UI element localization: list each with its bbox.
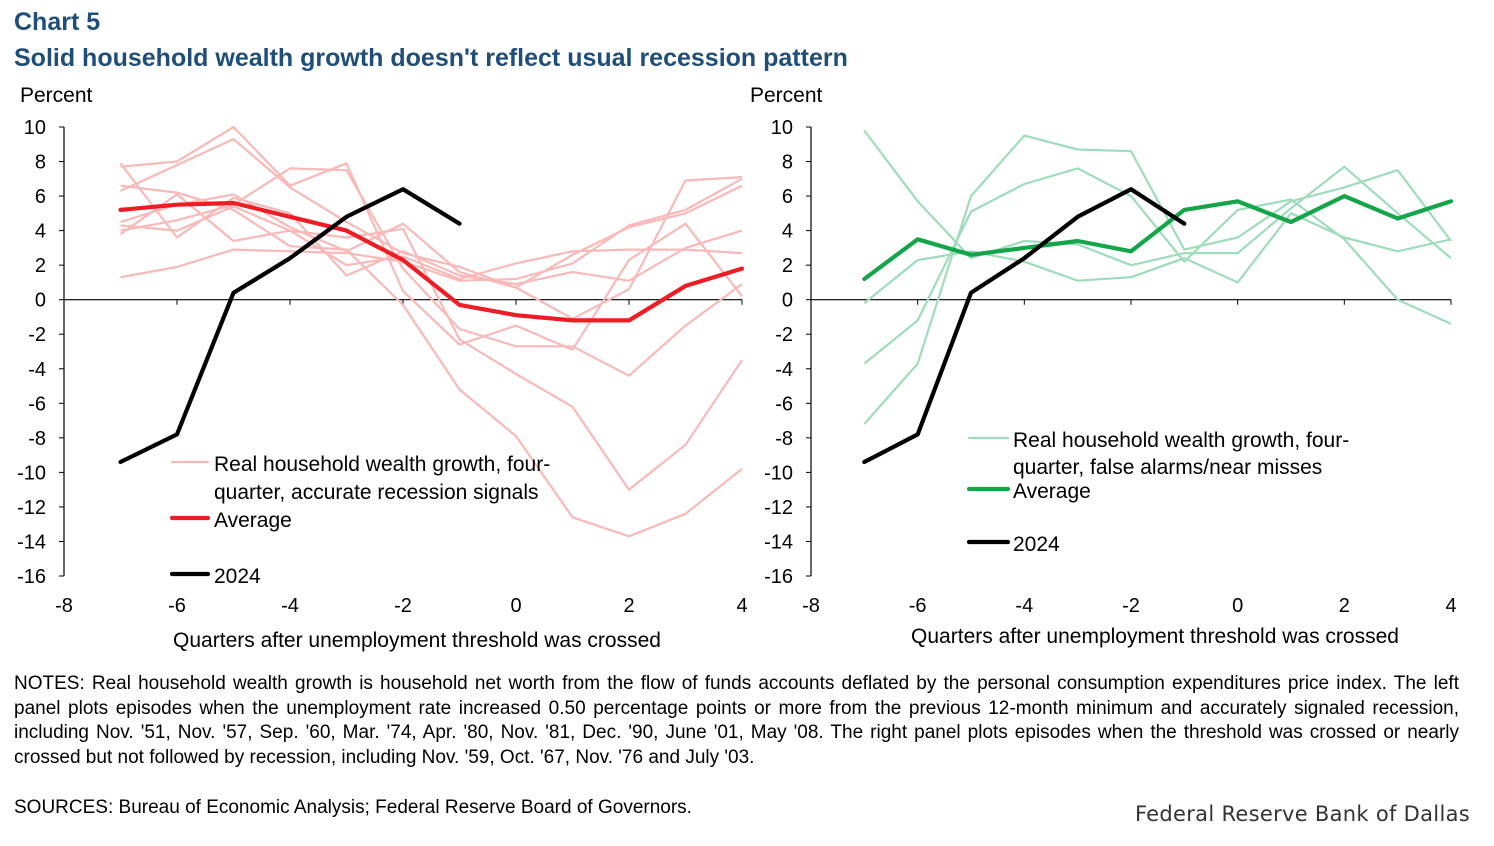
panel1-x-axis-label: Quarters after unemployment threshold wa… (173, 629, 661, 652)
panel2-x-tick-label: -2 (1122, 595, 1140, 617)
panel1-y-tick-label: -6 (28, 393, 46, 415)
panel2-y-tick-label: -10 (764, 462, 793, 484)
panel1-y-tick-label: 10 (24, 117, 46, 139)
panel1-legend-label-y2024: 2024 (214, 565, 261, 588)
panel1-y-tick-label: -2 (28, 324, 46, 346)
panel2-x-axis-label: Quarters after unemployment threshold wa… (911, 625, 1399, 648)
panel2-y-axis-label: Percent (750, 84, 823, 107)
panel1-y-tick-label: 8 (35, 152, 46, 174)
panel2-y-tick-label: -14 (764, 531, 793, 553)
panel1-2024-line (118, 187, 462, 465)
panel1-x-tick-label: -6 (168, 595, 186, 617)
panel2-2024-line (862, 187, 1187, 465)
panel2-y-tick-label: 2 (782, 255, 793, 277)
panel2-episode-line-1 (863, 129, 1452, 267)
chart-figure: Percent 10 8 6 4 2 0 -2 -4 -6 -8 -10 -12 -14 -16 -8 -6 -4… (17, 84, 1456, 652)
panel1-x-tick-label: 4 (736, 595, 747, 617)
panel1-y-tick-label: 4 (35, 221, 46, 243)
panel2-y-tick-label: -4 (775, 359, 793, 381)
panel1-y-tick-label: -14 (17, 531, 46, 553)
panel1-y-tick-label: -8 (28, 428, 46, 450)
panel2-legend-label-y2024: 2024 (1013, 533, 1060, 556)
panel1-legend-label-episodes: Real household wealth growth, four- (214, 453, 550, 476)
panel2-x-tick-label: -8 (802, 595, 820, 617)
chart-sources: SOURCES: Bureau of Economic Analysis; Fe… (14, 797, 692, 818)
panel1-legend-label-average: Average (214, 509, 292, 532)
chart-title: Solid household wealth growth doesn't re… (14, 44, 848, 72)
panel1-episode-line-4 (120, 184, 743, 289)
chart-notes: NOTES: Real household wealth growth is h… (14, 673, 1459, 768)
panel1-episode-line-2 (120, 138, 743, 320)
panel2-x-tick-label: 2 (1339, 595, 1350, 617)
panel1-y-tick-label: 0 (35, 290, 46, 312)
panel2-y-tick-label: -16 (764, 566, 793, 588)
panel1-x-tick-label: -8 (55, 595, 73, 617)
panel2-legend-label-average: Average (1013, 480, 1091, 503)
panel2-average-line (862, 194, 1454, 282)
panel2-y-tick-label: -6 (775, 393, 793, 415)
panel2-episode-line-3 (863, 167, 1452, 365)
panel1-episode-line-1 (120, 125, 743, 351)
panel2-x-tick-label: -6 (909, 595, 927, 617)
panel2-x-tick-label: 0 (1232, 595, 1243, 617)
panel1-y-tick-label: 6 (35, 186, 46, 208)
panel2-y-tick-label: -12 (764, 497, 793, 519)
panel2-y-tick-label: 6 (782, 186, 793, 208)
panel1-x-tick-label: 2 (623, 595, 634, 617)
panel1-y-tick-label: -16 (17, 566, 46, 588)
panel2-y-tick-label: 8 (782, 152, 793, 174)
panel1-x-tick-label: -2 (394, 595, 412, 617)
panel1-episode-line-3 (120, 177, 743, 282)
panel2-x-tick-label: 4 (1445, 595, 1456, 617)
panel2-y-tick-label: -2 (775, 324, 793, 346)
panel1-x-tick-label: 0 (510, 595, 521, 617)
source-credit: Federal Reserve Bank of Dallas (1134, 802, 1470, 826)
panel1-episode-line-7 (120, 184, 743, 538)
panel1-average-line (118, 200, 745, 323)
panel2-y-tick-label: 10 (771, 117, 793, 139)
panel2-y-tick-label: 0 (782, 290, 793, 312)
panel1-y-tick-label: -4 (28, 359, 46, 381)
panel2-y-tick-label: -8 (775, 428, 793, 450)
panel1-y-tick-label: 2 (35, 255, 46, 277)
panel2-y-tick-label: 4 (782, 221, 793, 243)
panel2-legend-label-episodes: quarter, false alarms/near misses (1013, 456, 1322, 479)
panel2-episode-line-4 (863, 134, 1452, 425)
panel1-y-tick-label: -12 (17, 497, 46, 519)
panel1-y-tick-label: -10 (17, 462, 46, 484)
panel1-x-tick-label: -4 (281, 595, 299, 617)
panel1-legend-label-episodes: quarter, accurate recession signals (214, 481, 539, 504)
panel1-episode-line-8 (120, 205, 743, 281)
panel1-y-axis-label: Percent (20, 84, 93, 107)
chart-number: Chart 5 (14, 8, 101, 36)
panel2-legend-label-episodes: Real household wealth growth, four- (1013, 429, 1349, 452)
panel2-x-tick-label: -4 (1015, 595, 1033, 617)
